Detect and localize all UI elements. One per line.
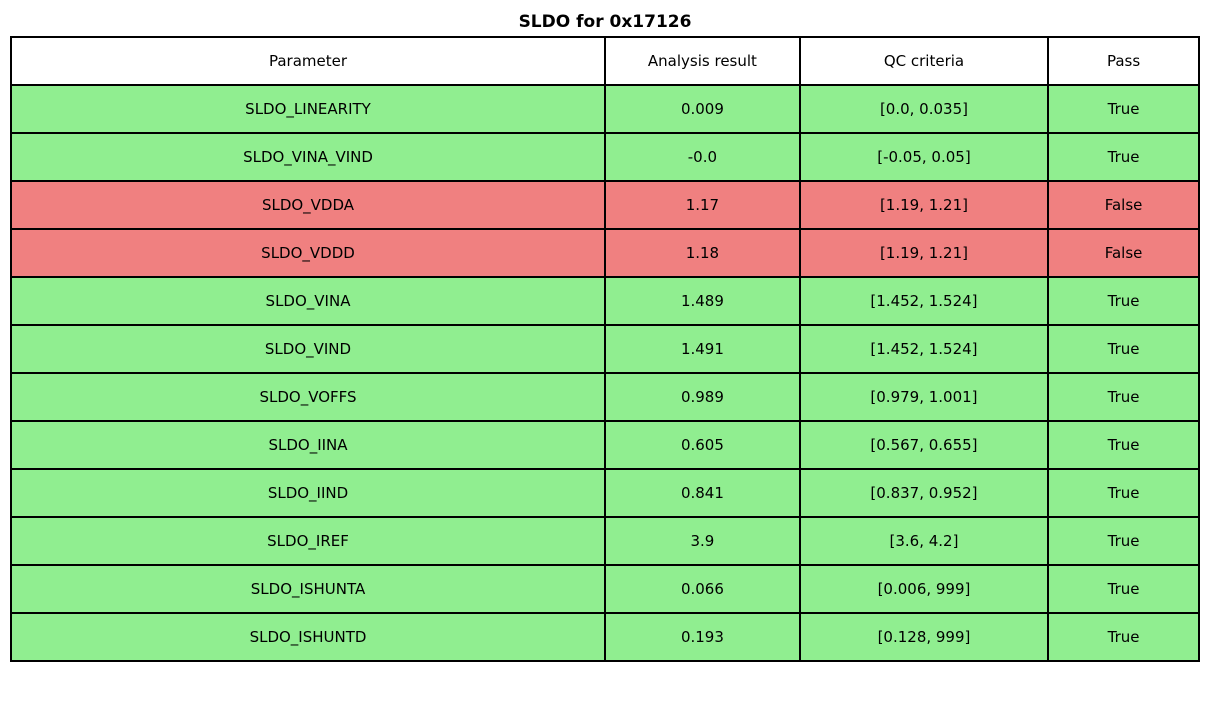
- pass-cell: True: [1047, 276, 1200, 326]
- table-row: SLDO_VOFFS 0.989 [0.979, 1.001] True: [10, 372, 1200, 422]
- parameter-cell: SLDO_LINEARITY: [10, 84, 606, 134]
- qc-criteria-cell: [1.452, 1.524]: [798, 324, 1050, 374]
- parameter-cell: SLDO_IIND: [10, 468, 606, 518]
- pass-cell: True: [1047, 564, 1200, 614]
- analysis-result-cell: 0.066: [604, 564, 801, 614]
- column-header-pass: Pass: [1047, 36, 1200, 86]
- pass-cell: True: [1047, 132, 1200, 182]
- column-header-parameter: Parameter: [10, 36, 606, 86]
- pass-cell: True: [1047, 516, 1200, 566]
- qc-criteria-cell: [1.19, 1.21]: [798, 228, 1050, 278]
- pass-cell: True: [1047, 324, 1200, 374]
- table-row: SLDO_VIND 1.491 [1.452, 1.524] True: [10, 324, 1200, 374]
- analysis-result-cell: 1.489: [604, 276, 801, 326]
- pass-cell: True: [1047, 612, 1200, 662]
- qc-criteria-cell: [1.452, 1.524]: [798, 276, 1050, 326]
- parameter-cell: SLDO_ISHUNTD: [10, 612, 606, 662]
- qc-criteria-cell: [0.006, 999]: [798, 564, 1050, 614]
- table-row: SLDO_ISHUNTD 0.193 [0.128, 999] True: [10, 612, 1200, 662]
- parameter-cell: SLDO_VDDD: [10, 228, 606, 278]
- analysis-result-cell: 0.193: [604, 612, 801, 662]
- header-row: Parameter Analysis result QC criteria Pa…: [10, 36, 1200, 86]
- table-row: SLDO_IREF 3.9 [3.6, 4.2] True: [10, 516, 1200, 566]
- analysis-result-cell: -0.0: [604, 132, 801, 182]
- table-row: SLDO_VDDA 1.17 [1.19, 1.21] False: [10, 180, 1200, 230]
- parameter-cell: SLDO_VOFFS: [10, 372, 606, 422]
- page-title: SLDO for 0x17126: [518, 12, 692, 32]
- analysis-result-cell: 3.9: [604, 516, 801, 566]
- table-row: SLDO_LINEARITY 0.009 [0.0, 0.035] True: [10, 84, 1200, 134]
- pass-cell: False: [1047, 180, 1200, 230]
- table-row: SLDO_VINA 1.489 [1.452, 1.524] True: [10, 276, 1200, 326]
- qc-criteria-cell: [0.837, 0.952]: [798, 468, 1050, 518]
- analysis-result-cell: 0.841: [604, 468, 801, 518]
- analysis-result-cell: 0.989: [604, 372, 801, 422]
- parameter-cell: SLDO_IREF: [10, 516, 606, 566]
- table-row: SLDO_VINA_VIND -0.0 [-0.05, 0.05] True: [10, 132, 1200, 182]
- table-row: SLDO_VDDD 1.18 [1.19, 1.21] False: [10, 228, 1200, 278]
- qc-criteria-cell: [0.0, 0.035]: [798, 84, 1050, 134]
- column-header-analysis-result: Analysis result: [604, 36, 801, 86]
- parameter-cell: SLDO_VINA: [10, 276, 606, 326]
- pass-cell: True: [1047, 468, 1200, 518]
- qc-criteria-cell: [0.567, 0.655]: [798, 420, 1050, 470]
- pass-cell: True: [1047, 420, 1200, 470]
- qc-criteria-cell: [1.19, 1.21]: [798, 180, 1050, 230]
- qc-results-table: Parameter Analysis result QC criteria Pa…: [10, 36, 1200, 662]
- analysis-result-cell: 1.17: [604, 180, 801, 230]
- parameter-cell: SLDO_ISHUNTA: [10, 564, 606, 614]
- analysis-result-cell: 0.605: [604, 420, 801, 470]
- analysis-result-cell: 1.18: [604, 228, 801, 278]
- analysis-result-cell: 1.491: [604, 324, 801, 374]
- table-row: SLDO_IINA 0.605 [0.567, 0.655] True: [10, 420, 1200, 470]
- pass-cell: True: [1047, 84, 1200, 134]
- table-row: SLDO_ISHUNTA 0.066 [0.006, 999] True: [10, 564, 1200, 614]
- parameter-cell: SLDO_VINA_VIND: [10, 132, 606, 182]
- qc-criteria-cell: [-0.05, 0.05]: [798, 132, 1050, 182]
- pass-cell: False: [1047, 228, 1200, 278]
- column-header-qc-criteria: QC criteria: [798, 36, 1050, 86]
- qc-criteria-cell: [0.128, 999]: [798, 612, 1050, 662]
- analysis-result-cell: 0.009: [604, 84, 801, 134]
- table-row: SLDO_IIND 0.841 [0.837, 0.952] True: [10, 468, 1200, 518]
- qc-criteria-cell: [3.6, 4.2]: [798, 516, 1050, 566]
- parameter-cell: SLDO_VDDA: [10, 180, 606, 230]
- parameter-cell: SLDO_IINA: [10, 420, 606, 470]
- qc-criteria-cell: [0.979, 1.001]: [798, 372, 1050, 422]
- parameter-cell: SLDO_VIND: [10, 324, 606, 374]
- pass-cell: True: [1047, 372, 1200, 422]
